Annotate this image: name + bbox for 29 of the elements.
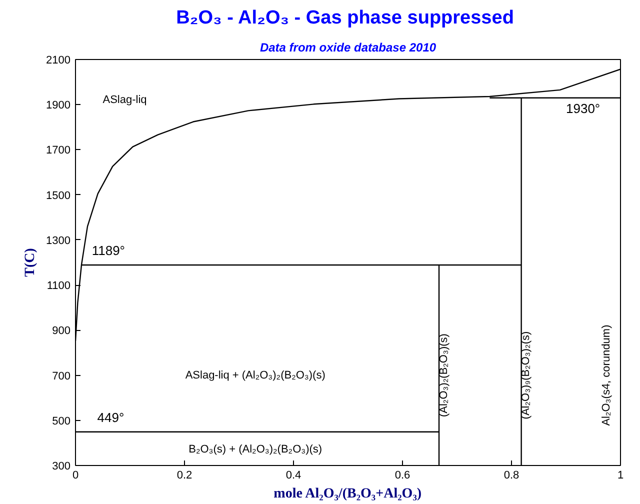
y-tick-label: 1300 <box>46 234 71 247</box>
y-tick-label: 1900 <box>46 100 71 112</box>
y-tick-label: 1500 <box>46 190 71 202</box>
y-tick-label: 700 <box>52 370 71 382</box>
annotation: Al₂O₃(s4, corundum) <box>600 324 612 426</box>
x-tick-label: 0.4 <box>286 470 302 482</box>
y-tick-label: 2100 <box>46 54 71 66</box>
y-tick-label: 1100 <box>46 280 70 292</box>
annotation: ASlag-liq <box>102 94 147 106</box>
annotation: ASlag-liq + (Al₂O₃)₂(B₂O₃)(s) <box>185 369 326 382</box>
x-tick-label: 1 <box>617 470 624 482</box>
x-tick-label: 0.6 <box>394 470 410 482</box>
annotation: 449° <box>97 410 124 426</box>
y-tick-label: 1700 <box>46 144 71 157</box>
annotation: (Al₂O₃)₂(B₂O₃)(s) <box>438 334 450 418</box>
x-tick-label: 0.2 <box>176 470 192 482</box>
annotation: (Al₂O₃)₉(B₂O₃)₂(s) <box>520 331 532 420</box>
annotation: B₂O₃(s) + (Al₂O₃)₂(B₂O₃)(s) <box>188 444 322 456</box>
x-axis-title: mole Al₂O₃/(B₂O₃+Al₂O₃) <box>274 486 422 502</box>
annotation: 1930° <box>566 100 600 116</box>
annotation: 1189° <box>92 243 126 258</box>
chart-subtitle: Data from oxide database 2010 <box>260 40 436 54</box>
x-tick-label: 0.8 <box>504 470 520 482</box>
y-tick-label: 900 <box>52 325 71 338</box>
y-axis-title: T(C) <box>23 248 38 277</box>
y-tick-label: 500 <box>52 415 71 428</box>
x-tick-label: 0 <box>72 470 79 482</box>
y-tick-label: 300 <box>52 460 71 472</box>
chart-title: B₂O₃ - Al₂O₃ - Gas phase suppressed <box>176 8 514 28</box>
